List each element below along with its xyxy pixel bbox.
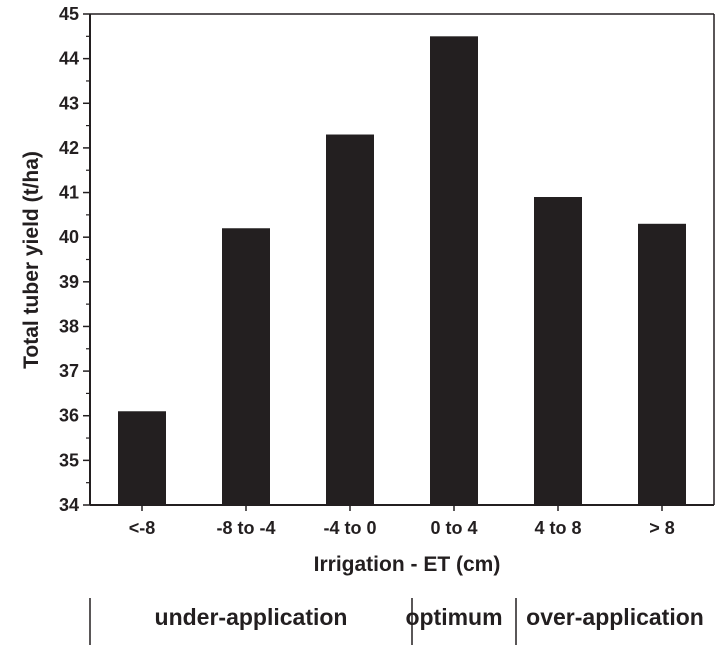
y-tick-label: 36	[59, 406, 79, 426]
bar	[534, 197, 582, 505]
y-tick-label: 44	[59, 49, 79, 69]
y-ticks: 34 35 36 37 38 39 40 41 42 43 44 45	[59, 4, 90, 515]
region-label: over-application	[526, 604, 704, 630]
x-tick-label: -8 to -4	[216, 518, 275, 538]
y-tick-label: 37	[59, 361, 79, 381]
x-axis-label: Irrigation - ET (cm)	[314, 553, 501, 576]
y-tick-label: 39	[59, 272, 79, 292]
y-tick-label: 40	[59, 227, 79, 247]
y-tick-label: 41	[59, 183, 79, 203]
x-tick-label: <-8	[129, 518, 156, 538]
bar	[326, 134, 374, 505]
x-tick-label: > 8	[649, 518, 675, 538]
y-tick-label: 43	[59, 93, 79, 113]
y-tick-label: 42	[59, 138, 79, 158]
bar	[430, 36, 478, 506]
y-tick-label: 38	[59, 316, 79, 336]
bar	[638, 223, 686, 506]
bar	[118, 411, 166, 505]
x-ticks: <-8 -8 to -4 -4 to 0 0 to 4 4 to 8 > 8	[129, 505, 675, 538]
y-tick-label: 35	[59, 450, 79, 470]
y-tick-label: 34	[59, 495, 79, 515]
bars	[118, 36, 686, 506]
region-labels: under-application optimum over-application	[89, 598, 704, 645]
x-tick-label: -4 to 0	[323, 518, 376, 538]
region-label: under-application	[155, 604, 348, 630]
y-tick-label: 45	[59, 4, 79, 24]
y-axis-label: Total tuber yield (t/ha)	[20, 151, 43, 369]
x-tick-label: 0 to 4	[430, 518, 477, 538]
x-tick-label: 4 to 8	[534, 518, 581, 538]
axes	[89, 13, 715, 506]
region-label: optimum	[405, 604, 502, 630]
bar	[222, 228, 270, 505]
